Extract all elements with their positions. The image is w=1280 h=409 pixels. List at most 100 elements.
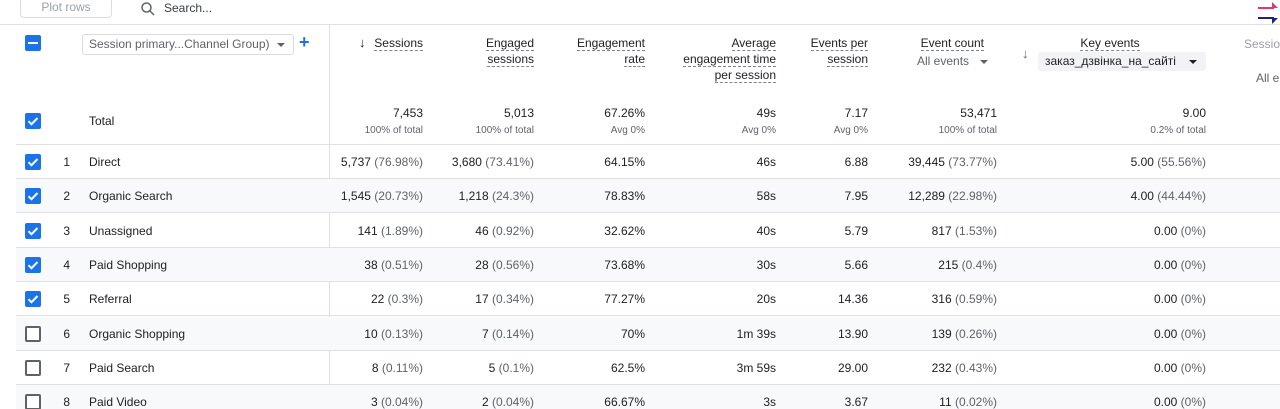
table-row[interactable] xyxy=(16,282,1280,317)
row-checkbox[interactable] xyxy=(25,188,41,205)
cell-percent: (0.04%) xyxy=(491,395,534,409)
col-header-engagement-rate[interactable]: Engagement rate xyxy=(550,35,645,67)
row-checkbox[interactable] xyxy=(25,394,41,409)
cell-sessions: 10 (0.13%) xyxy=(364,327,423,341)
table-row[interactable] xyxy=(16,351,1280,385)
cell-value: 4.00 xyxy=(1130,189,1154,204)
cell-value: 5.00 xyxy=(1130,155,1154,169)
col-header-avg-engagement-time[interactable]: Average engagement time per session xyxy=(660,35,776,83)
cell-value: 1,545 xyxy=(340,189,371,204)
cell-value: 316 xyxy=(931,292,952,307)
total-value: 7.17 xyxy=(844,106,868,120)
cell-sessions: 3 (0.04%) xyxy=(371,395,423,409)
cell-percent: (24.3%) xyxy=(491,189,534,204)
cell-value: 8 xyxy=(371,360,379,375)
cell-value: 7.95 xyxy=(844,189,868,204)
cell-sessions: 38 (0.51%) xyxy=(364,258,423,272)
col-header-label: Engaged xyxy=(485,36,534,51)
total-subtext: 100% of total xyxy=(475,125,534,136)
cell-value: 39,445 xyxy=(908,155,945,169)
col-header-label: Event count xyxy=(920,36,984,51)
row-number: 3 xyxy=(63,223,70,238)
key-event-select-label: заказ_дзвінка_на_сайті xyxy=(1045,54,1176,68)
col-header-events-per-session[interactable]: Events per session xyxy=(790,35,868,67)
dimension-select-label: Session primary...Channel Group) xyxy=(89,37,270,51)
table-row[interactable] xyxy=(16,316,1280,351)
cell-percent: (22.98%) xyxy=(948,189,997,204)
sort-desc-arrow-icon: ↓ xyxy=(359,35,366,50)
cell-value: 30s xyxy=(756,257,776,272)
cell-events: 817 (1.53%) xyxy=(932,224,997,238)
total-label: Total xyxy=(89,114,115,128)
cell-value: 7 xyxy=(481,326,489,341)
row-checkbox[interactable] xyxy=(25,359,41,376)
col-header-key-events[interactable]: Key events xyxy=(1070,35,1150,51)
table-row[interactable] xyxy=(16,179,1280,214)
cell-value: 62.5% xyxy=(610,360,645,375)
cell-percent: (0.13%) xyxy=(380,326,423,341)
dimension-select[interactable]: Session primary...Channel Group) xyxy=(82,34,294,55)
cell-value: 17 xyxy=(475,292,489,307)
col-header-event-count[interactable]: Event count xyxy=(900,35,984,51)
clipped-sub-select[interactable]: All e xyxy=(1256,71,1279,85)
col-header-sessions[interactable]: Sessions xyxy=(372,35,423,51)
cell-eps: 7.95 xyxy=(845,189,868,203)
row-checkbox[interactable] xyxy=(25,256,41,273)
cell-engaged: 5 (0.1%) xyxy=(489,361,534,375)
cell-value: 0.00 xyxy=(1153,223,1178,238)
event-count-filter-select[interactable]: All events xyxy=(917,53,989,69)
cell-sessions: 1,545 (20.73%) xyxy=(341,189,423,203)
cell-percent: (0.4%) xyxy=(961,257,997,272)
key-event-select[interactable]: заказ_дзвінка_на_сайті xyxy=(1038,52,1206,71)
col-header-label: Events per xyxy=(810,36,868,51)
cell-percent: (73.77%) xyxy=(948,155,997,169)
cell-eps: 5.66 xyxy=(845,258,868,272)
cell-key: 4.00 (44.44%) xyxy=(1131,189,1206,203)
col-header-engaged-sessions[interactable]: Engaged sessions xyxy=(440,35,534,67)
cell-value: 0.00 xyxy=(1153,395,1178,409)
cell-value: 66.67% xyxy=(604,395,645,409)
cell-percent: (0.43%) xyxy=(954,360,997,375)
cell-engaged: 46 (0.92%) xyxy=(475,224,534,238)
cell-value: 3 xyxy=(370,395,378,409)
cell-value: 0.00 xyxy=(1153,292,1178,307)
cell-value: 14.36 xyxy=(837,292,868,307)
clipped-sub-label: All e xyxy=(1256,71,1280,85)
row-checkbox[interactable] xyxy=(25,154,41,170)
total-checkbox[interactable] xyxy=(25,113,41,129)
row-channel-label: Unassigned xyxy=(89,223,153,238)
table-row[interactable] xyxy=(16,145,1280,179)
sort-arrow-icon[interactable]: ↓ xyxy=(1022,46,1029,61)
col-header-label: Average xyxy=(731,36,776,51)
cell-percent: (0.34%) xyxy=(491,292,534,307)
table-row[interactable] xyxy=(16,214,1280,248)
cell-sessions: 22 (0.3%) xyxy=(371,292,423,306)
cell-sessions: 5,737 (76.98%) xyxy=(341,155,423,169)
cell-percent: (0.02%) xyxy=(954,395,997,409)
row-channel-label: Paid Video xyxy=(89,395,147,409)
cell-value: 0.00 xyxy=(1153,326,1178,341)
table-row[interactable] xyxy=(16,247,1280,282)
cell-engaged: 1,218 (24.3%) xyxy=(459,189,534,203)
cell-value: 141 xyxy=(357,223,378,238)
compare-sort-icon[interactable] xyxy=(1256,0,1280,28)
cell-engaged: 7 (0.14%) xyxy=(482,327,534,341)
select-all-checkbox[interactable] xyxy=(25,35,41,51)
cell-sessions: 141 (1.89%) xyxy=(358,224,423,238)
row-checkbox[interactable] xyxy=(25,291,41,308)
row-checkbox[interactable] xyxy=(25,222,41,239)
table-row[interactable] xyxy=(16,385,1280,409)
cell-eps: 6.88 xyxy=(845,155,868,169)
add-dimension-icon[interactable]: + xyxy=(299,32,310,52)
col-header-label: Sessions xyxy=(374,36,423,51)
col-header-label: sessions xyxy=(487,52,534,67)
cell-rate: 64.15% xyxy=(604,155,645,169)
search-input[interactable] xyxy=(164,0,764,16)
cell-percent: (0.14%) xyxy=(491,326,534,341)
plot-rows-button[interactable]: Plot rows xyxy=(20,0,112,18)
cell-value: 32.62% xyxy=(604,223,645,238)
cell-percent: (0%) xyxy=(1180,223,1206,238)
col-header-clipped[interactable]: Sessio xyxy=(1244,37,1280,51)
row-checkbox[interactable] xyxy=(25,325,41,342)
dimension-column-divider xyxy=(329,25,330,409)
